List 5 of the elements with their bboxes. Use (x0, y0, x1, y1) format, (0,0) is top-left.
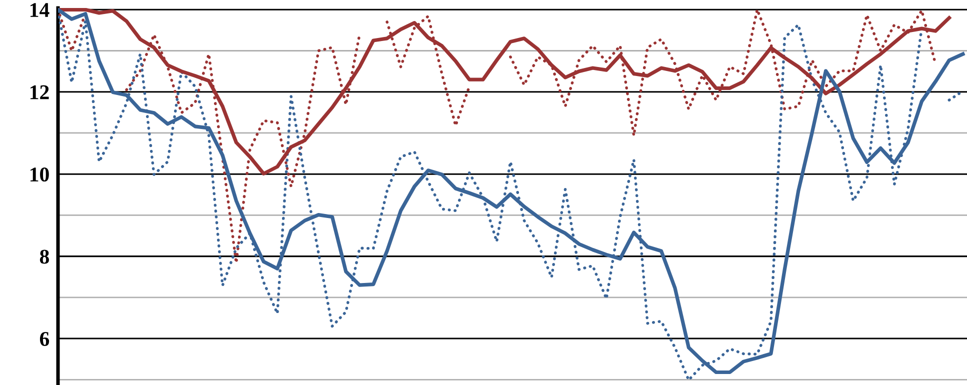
y-tick-label: 6 (40, 332, 50, 346)
y-tick-label: 14 (30, 3, 50, 17)
y-tick-label: 10 (30, 167, 49, 182)
y-tick-label: 8 (40, 250, 49, 264)
y-tick-label: 12 (30, 85, 49, 100)
